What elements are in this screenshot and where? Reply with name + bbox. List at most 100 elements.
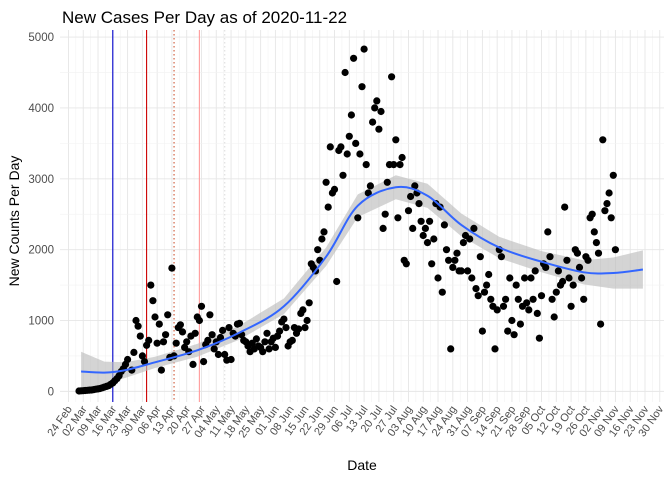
- data-point: [506, 274, 514, 282]
- y-tick-label: 5000: [28, 32, 54, 44]
- data-point: [552, 288, 560, 296]
- data-point: [578, 274, 586, 282]
- y-tick-label: 0: [48, 386, 54, 398]
- data-point: [468, 274, 476, 282]
- data-point: [151, 313, 159, 321]
- data-point: [542, 263, 550, 271]
- data-point: [352, 139, 360, 147]
- data-point: [599, 136, 607, 144]
- data-point: [263, 329, 271, 337]
- data-point: [227, 355, 235, 364]
- data-point: [527, 274, 535, 282]
- data-point: [601, 207, 609, 215]
- data-point: [575, 263, 584, 271]
- data-point: [155, 320, 163, 328]
- data-point: [550, 313, 558, 321]
- data-point: [159, 338, 168, 346]
- data-point: [130, 348, 138, 356]
- data-point: [280, 315, 288, 323]
- data-point: [607, 214, 615, 222]
- data-point: [337, 143, 345, 151]
- data-point: [369, 118, 377, 126]
- data-point: [573, 249, 582, 257]
- data-point: [390, 161, 398, 169]
- data-point: [438, 288, 446, 296]
- data-point: [402, 260, 410, 268]
- data-point: [388, 73, 396, 81]
- data-point: [415, 200, 423, 208]
- data-point: [563, 256, 571, 264]
- data-point: [470, 224, 478, 232]
- data-point: [447, 345, 455, 353]
- data-point: [483, 281, 491, 289]
- data-point: [590, 228, 598, 236]
- data-point: [176, 321, 184, 329]
- data-point: [559, 277, 567, 286]
- data-point: [531, 267, 539, 275]
- data-point: [168, 264, 176, 272]
- data-point: [303, 316, 311, 325]
- data-point: [535, 334, 544, 342]
- data-point: [580, 295, 588, 303]
- data-point: [214, 350, 222, 359]
- data-point: [345, 132, 353, 140]
- data-point: [252, 335, 260, 343]
- data-point: [195, 316, 203, 325]
- data-point: [318, 235, 326, 243]
- data-point: [235, 319, 244, 327]
- data-point: [157, 366, 165, 374]
- data-point: [546, 253, 554, 261]
- data-point: [457, 267, 465, 275]
- data-point: [191, 329, 199, 337]
- data-point: [474, 292, 482, 300]
- data-point: [516, 320, 525, 328]
- data-point: [322, 178, 330, 186]
- data-point: [440, 221, 448, 229]
- data-point: [491, 345, 499, 353]
- data-point: [508, 316, 516, 325]
- data-point: [330, 185, 339, 193]
- data-point: [548, 295, 556, 303]
- data-point: [358, 83, 366, 91]
- data-point: [341, 68, 349, 77]
- data-point: [493, 306, 501, 314]
- y-axis-ticks: 0 1000 2000 3000 4000 5000: [28, 32, 54, 398]
- chart-title: New Cases Per Day as of 2020-11-22: [62, 8, 347, 27]
- data-point: [466, 235, 474, 243]
- data-point: [478, 327, 486, 335]
- data-point: [178, 328, 187, 336]
- data-point: [381, 210, 389, 218]
- data-point: [392, 136, 400, 144]
- smooth-trend: [81, 185, 644, 374]
- data-point: [124, 355, 132, 364]
- data-point: [138, 352, 146, 360]
- data-point: [221, 350, 229, 359]
- data-point: [172, 339, 180, 347]
- data-point: [407, 192, 415, 201]
- data-point: [442, 246, 451, 254]
- data-point: [183, 338, 191, 346]
- data-point: [225, 324, 233, 332]
- data-point: [487, 295, 495, 303]
- data-point: [132, 316, 140, 325]
- data-point: [464, 267, 472, 275]
- data-point: [261, 338, 269, 346]
- data-point: [434, 274, 442, 282]
- data-point: [592, 239, 601, 247]
- data-point: [145, 336, 153, 344]
- data-point: [421, 224, 429, 232]
- y-tick-label: 2000: [28, 245, 54, 257]
- data-point: [499, 302, 508, 310]
- y-tick-label: 1000: [28, 316, 54, 328]
- data-point: [567, 302, 575, 310]
- data-point: [609, 171, 617, 179]
- data-point: [561, 203, 569, 211]
- data-point: [428, 260, 436, 268]
- data-point: [216, 333, 225, 342]
- data-point: [377, 107, 385, 116]
- y-axis-title: New Counts Per Day: [6, 156, 22, 287]
- data-point: [295, 325, 303, 333]
- data-point: [565, 274, 573, 282]
- data-point: [364, 189, 372, 197]
